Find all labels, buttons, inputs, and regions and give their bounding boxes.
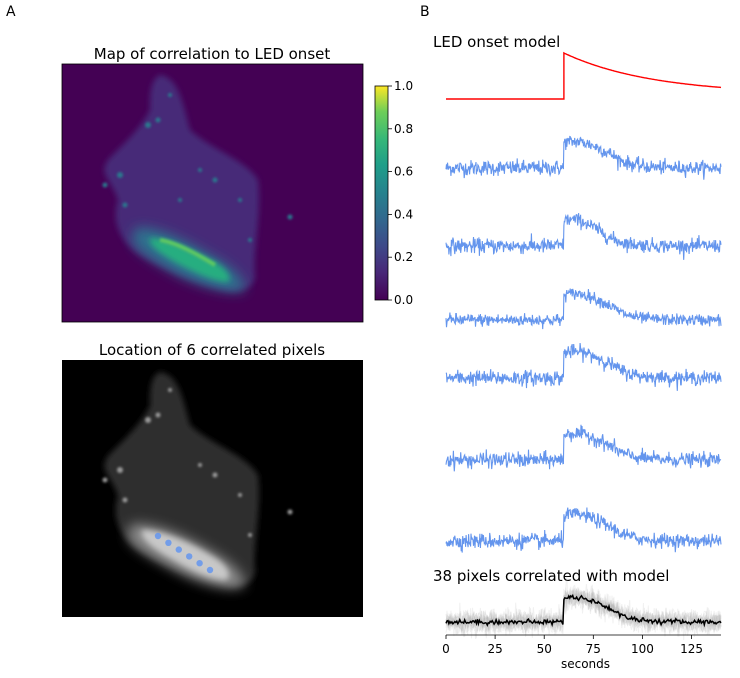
individual-pixel-trace — [445, 589, 722, 639]
mean-trace-title: 38 pixels correlated with model — [433, 567, 670, 585]
x-tick-label: 100 — [631, 642, 654, 656]
led-model-title: LED onset model — [433, 33, 561, 51]
correlated-pixel-marker — [186, 553, 193, 560]
x-tick-label: 125 — [680, 642, 703, 656]
correlated-pixel-marker — [165, 539, 172, 546]
colorbar: 0.0 0.2 0.4 0.6 0.8 1.0 — [374, 79, 413, 307]
colorbar-tick-label: 0.0 — [394, 293, 413, 307]
pixel-trace-line — [445, 135, 722, 180]
colorbar-gradient — [374, 85, 389, 301]
pixel-traces-plot — [445, 135, 722, 553]
colorbar-tick-label: 0.4 — [394, 207, 413, 221]
correlated-pixel-marker — [206, 566, 214, 574]
correlated-pixel-markers — [154, 532, 214, 574]
x-tick-label: 75 — [586, 642, 601, 656]
bright-region-inner — [141, 530, 229, 580]
panel-label-a: A — [6, 4, 16, 20]
individual-pixel-trace — [445, 584, 722, 638]
colorbar-ticks: 0.0 0.2 0.4 0.6 0.8 1.0 — [388, 79, 413, 307]
x-axis-label: seconds — [561, 657, 610, 671]
correlated-ridge — [159, 238, 217, 267]
pixel-trace-line — [445, 507, 722, 553]
led-onset-model-plot — [446, 51, 722, 100]
x-tick-label: 0 — [442, 642, 450, 656]
heatmap-frame — [61, 63, 364, 323]
correlated-pixel-marker — [175, 546, 182, 553]
correlation-heatmap — [61, 63, 364, 323]
mean-trace-plot — [445, 574, 722, 641]
colorbar-tick-label: 0.2 — [394, 250, 413, 264]
pixel-trace-line — [445, 213, 722, 260]
speckle-gray-group — [102, 388, 293, 537]
correlated-pixel-marker — [154, 532, 162, 540]
pixel-trace-line — [445, 342, 722, 391]
individual-pixel-trace — [445, 590, 722, 641]
x-tick-label: 25 — [487, 642, 502, 656]
colorbar-tick-label: 0.6 — [394, 165, 413, 179]
pixel-location-image — [62, 360, 363, 617]
speckle-group — [102, 93, 293, 242]
correlated-pixel-marker — [196, 560, 203, 567]
correlated-region-inner — [149, 238, 230, 282]
correlation-map-title: Map of correlation to LED onset — [93, 45, 331, 63]
colorbar-tick-label: 1.0 — [394, 79, 413, 93]
mean-trace-line — [445, 593, 722, 628]
time-axis: 0 25 50 75 100 125 seconds — [442, 634, 721, 671]
pixel-location-title: Location of 6 correlated pixels — [98, 341, 326, 359]
led-model-line — [446, 51, 722, 100]
individual-pixel-trace — [445, 588, 722, 635]
pixel-trace-line — [445, 288, 722, 330]
colorbar-tick-label: 0.8 — [394, 122, 413, 136]
pixel-trace-line — [445, 424, 722, 472]
x-tick-label: 50 — [537, 642, 552, 656]
panel-label-b: B — [420, 4, 430, 20]
